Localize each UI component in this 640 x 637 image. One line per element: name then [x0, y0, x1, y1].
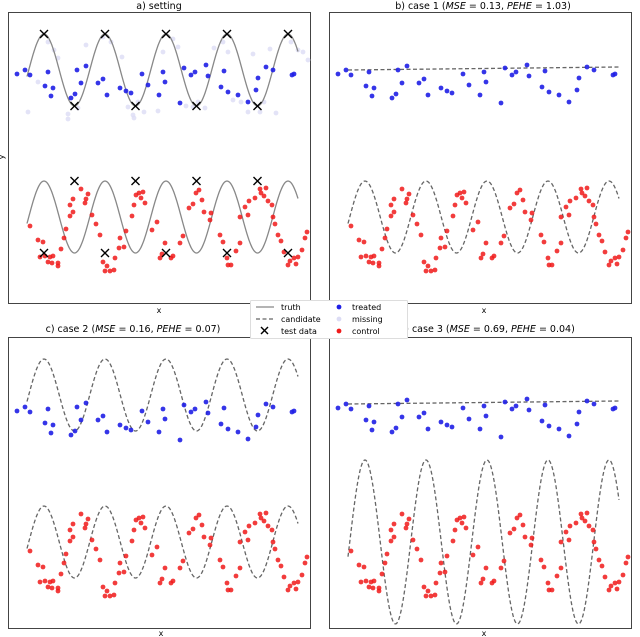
legend-test-label: test data [281, 327, 317, 336]
panel-d-plot [335, 396, 631, 625]
panel-d-frame [329, 337, 632, 629]
panel-b-frame [329, 12, 632, 304]
panel-a-title: a) setting [136, 1, 181, 12]
panel-d [329, 337, 632, 629]
x-marker-icon [260, 326, 269, 335]
legend-missing-label: missing [352, 315, 383, 324]
control-dot-icon [336, 328, 342, 334]
panel-a-xlabel: x [157, 306, 162, 315]
panel-b [329, 12, 632, 304]
panel-c-xlabel: x [159, 629, 164, 637]
missing-dot-icon [336, 316, 342, 322]
panel-d-xlabel: x [482, 629, 487, 637]
legend: truth candidate test data treated missin… [250, 300, 408, 339]
legend-candidate-label: candidate [281, 315, 321, 324]
treated-dot-icon [336, 304, 342, 310]
panel-a-frame [8, 12, 311, 304]
y-axis-label: y [0, 154, 6, 159]
panel-b-xlabel: x [482, 306, 487, 315]
panel-c-plot [14, 358, 310, 599]
panel-c-frame [8, 337, 311, 629]
panel-c-title: c) case 2 (MSE = 0.16, PEHE = 0.07) [46, 324, 221, 335]
legend-control-label: control [352, 327, 380, 336]
panel-d-title: d) case 3 (MSE = 0.69, PEHE = 0.04) [399, 324, 575, 335]
panel-b-title: b) case 1 (MSE = 0.13, PEHE = 1.03) [395, 1, 571, 12]
legend-treated-label: treated [352, 303, 381, 312]
panel-a-plot [14, 29, 311, 274]
panel-a [8, 12, 311, 304]
legend-truth-label: truth [281, 303, 301, 312]
panel-c [8, 337, 311, 629]
panel-b-plot [335, 62, 631, 274]
legend-frame [250, 300, 408, 339]
